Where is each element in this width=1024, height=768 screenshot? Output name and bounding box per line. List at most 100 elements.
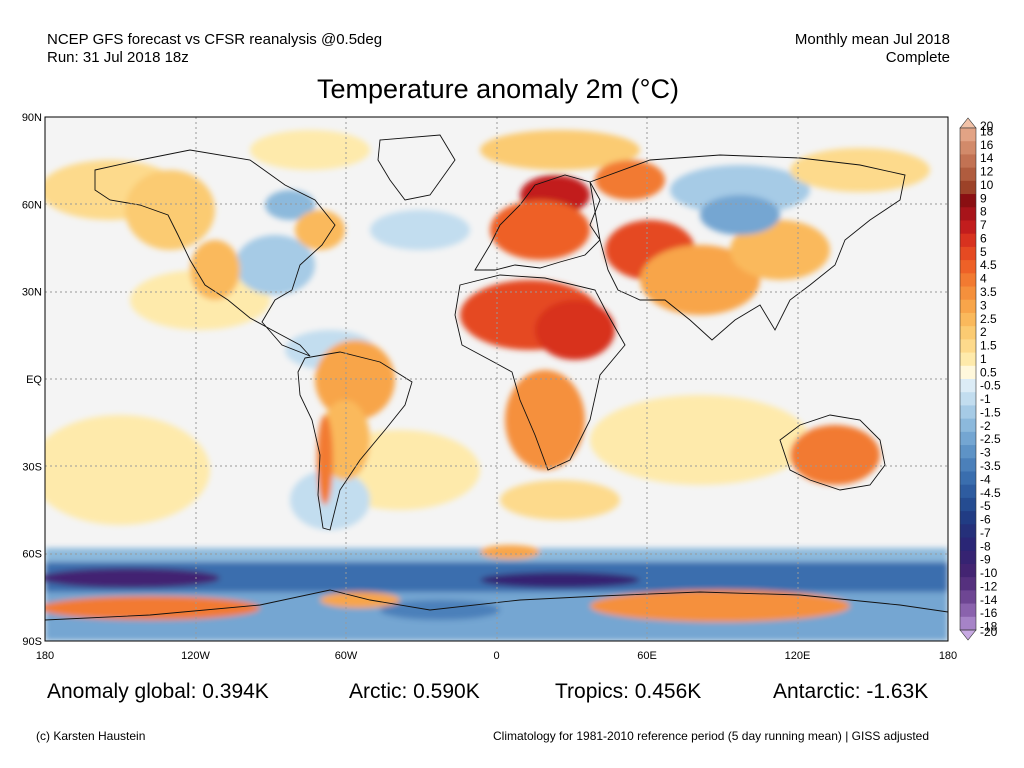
map-frame — [44, 116, 949, 642]
colorbar-label: -8 — [980, 539, 991, 553]
colorbar-label: -6 — [980, 513, 991, 527]
colorbar-swatch — [960, 246, 976, 261]
colorbar-label: -1 — [980, 392, 991, 406]
colorbar-label: 8 — [980, 205, 987, 219]
colorbar-label: -16 — [980, 606, 998, 620]
colorbar-label: 18 — [980, 124, 994, 138]
anomaly-patch — [480, 572, 640, 588]
colorbar-swatch — [960, 603, 976, 618]
anomaly-patch — [125, 170, 215, 250]
colorbar-swatch — [960, 524, 976, 539]
anomaly-patch — [590, 590, 850, 622]
anomaly-patch — [790, 425, 880, 485]
colorbar-label: 1 — [980, 352, 987, 366]
colorbar-swatch — [960, 260, 976, 274]
colorbar-label: 2 — [980, 325, 987, 339]
anomaly-patch — [190, 240, 240, 300]
anomaly-patch — [730, 220, 830, 280]
colorbar-label: -9 — [980, 553, 991, 567]
colorbar-swatch — [960, 537, 976, 552]
colorbar-label: 4 — [980, 272, 987, 286]
lon-tick-label: 180 — [36, 650, 54, 662]
lon-tick-label: 180 — [939, 650, 957, 662]
latitude-axis: 90N 60N 30N EQ 30S 60S 90S — [22, 112, 43, 648]
colorbar-swatch — [960, 128, 976, 142]
colorbar-label: -14 — [980, 593, 998, 607]
colorbar-swatch — [960, 180, 976, 195]
colorbar-label: 3 — [980, 298, 987, 312]
coast-asia — [589, 154, 906, 341]
coast-africa — [454, 274, 626, 471]
colorbar-swatch — [960, 220, 976, 235]
stat-tropics: Tropics: 0.456K — [555, 680, 702, 703]
colorbar-label: 1.5 — [980, 339, 997, 353]
colorbar-swatch — [960, 484, 976, 499]
colorbar-label: -2 — [980, 419, 991, 433]
colorbar-label: 4.5 — [980, 258, 997, 272]
colorbar-label: -3 — [980, 446, 991, 460]
lat-tick-label: 30S — [22, 461, 42, 473]
colorbar-swatch — [960, 511, 976, 525]
lon-tick-label: 120W — [181, 650, 210, 662]
colorbar-label: -10 — [980, 566, 998, 580]
anomaly-patch — [320, 592, 400, 608]
anomaly-patch — [500, 480, 620, 520]
anomaly-patch — [480, 130, 640, 170]
period-label: Monthly mean Jul 2018 — [794, 31, 950, 48]
colorbar-label: 2.5 — [980, 312, 997, 326]
colorbar-frame — [959, 127, 977, 631]
colorbar-label: 14 — [980, 151, 994, 165]
lat-tick-label: 90N — [22, 112, 42, 124]
colorbar-label: -2.5 — [980, 432, 1001, 446]
colorbar-swatch — [960, 326, 976, 340]
colorbar-swatch — [960, 497, 976, 512]
colorbar-label: -12 — [980, 579, 998, 593]
coast-south-america — [297, 351, 413, 531]
anomaly-patch — [295, 210, 345, 250]
colorbar-swatch — [960, 445, 976, 459]
anomaly-patch — [315, 340, 395, 420]
anomaly-patch — [700, 195, 780, 235]
colorbar: 201816141210987654.543.532.521.510.5-0.5… — [959, 117, 1001, 641]
anomaly-patch — [317, 415, 333, 505]
lat-tick-label: EQ — [26, 374, 42, 386]
colorbar-label: 12 — [980, 165, 994, 179]
anomaly-patch — [250, 130, 370, 170]
lon-tick-label: 120E — [785, 650, 811, 662]
coast-australia — [779, 414, 886, 491]
colorbar-label: 6 — [980, 231, 987, 245]
anomaly-patch — [45, 568, 220, 588]
header-right: Monthly mean Jul 2018 Complete — [795, 31, 950, 67]
lat-tick-label: 30N — [22, 287, 42, 299]
colorbar-swatch — [960, 550, 976, 565]
colorbar-swatch — [960, 471, 976, 486]
credit: (c) Karsten Haustein — [36, 729, 146, 743]
anomaly-patch — [45, 415, 210, 525]
colorbar-swatch — [960, 418, 976, 433]
lat-tick-label: 60S — [22, 549, 42, 561]
colorbar-swatch — [960, 167, 976, 182]
longitude-axis: 180 120W 60W 0 60E 120E 180 — [36, 650, 957, 662]
colorbar-swatch — [960, 379, 976, 393]
anomaly-patch — [370, 210, 470, 250]
stat-antarctic: Antarctic: -1.63K — [773, 680, 929, 703]
colorbar-label: -5 — [980, 499, 991, 513]
colorbar-swatch — [960, 616, 976, 631]
completion-status: Complete — [885, 49, 950, 66]
lat-tick-label: 60N — [22, 199, 42, 211]
colorbar-swatch — [960, 194, 976, 208]
model-description: NCEP GFS forecast vs CFSR reanalysis @0.… — [47, 31, 383, 48]
colorbar-label: -1.5 — [980, 405, 1001, 419]
lon-tick-label: 60E — [637, 650, 657, 662]
colorbar-swatch — [960, 458, 976, 472]
anomaly-patch — [290, 470, 370, 530]
lon-tick-label: 60W — [335, 650, 358, 662]
colorbar-swatch — [960, 431, 976, 446]
colorbar-swatch — [960, 365, 976, 380]
colorbar-swatch — [960, 154, 976, 169]
colorbar-swatch — [960, 339, 976, 354]
colorbar-label: 10 — [980, 178, 994, 192]
colorbar-swatch — [960, 312, 976, 327]
lat-tick-label: 90S — [22, 636, 42, 648]
